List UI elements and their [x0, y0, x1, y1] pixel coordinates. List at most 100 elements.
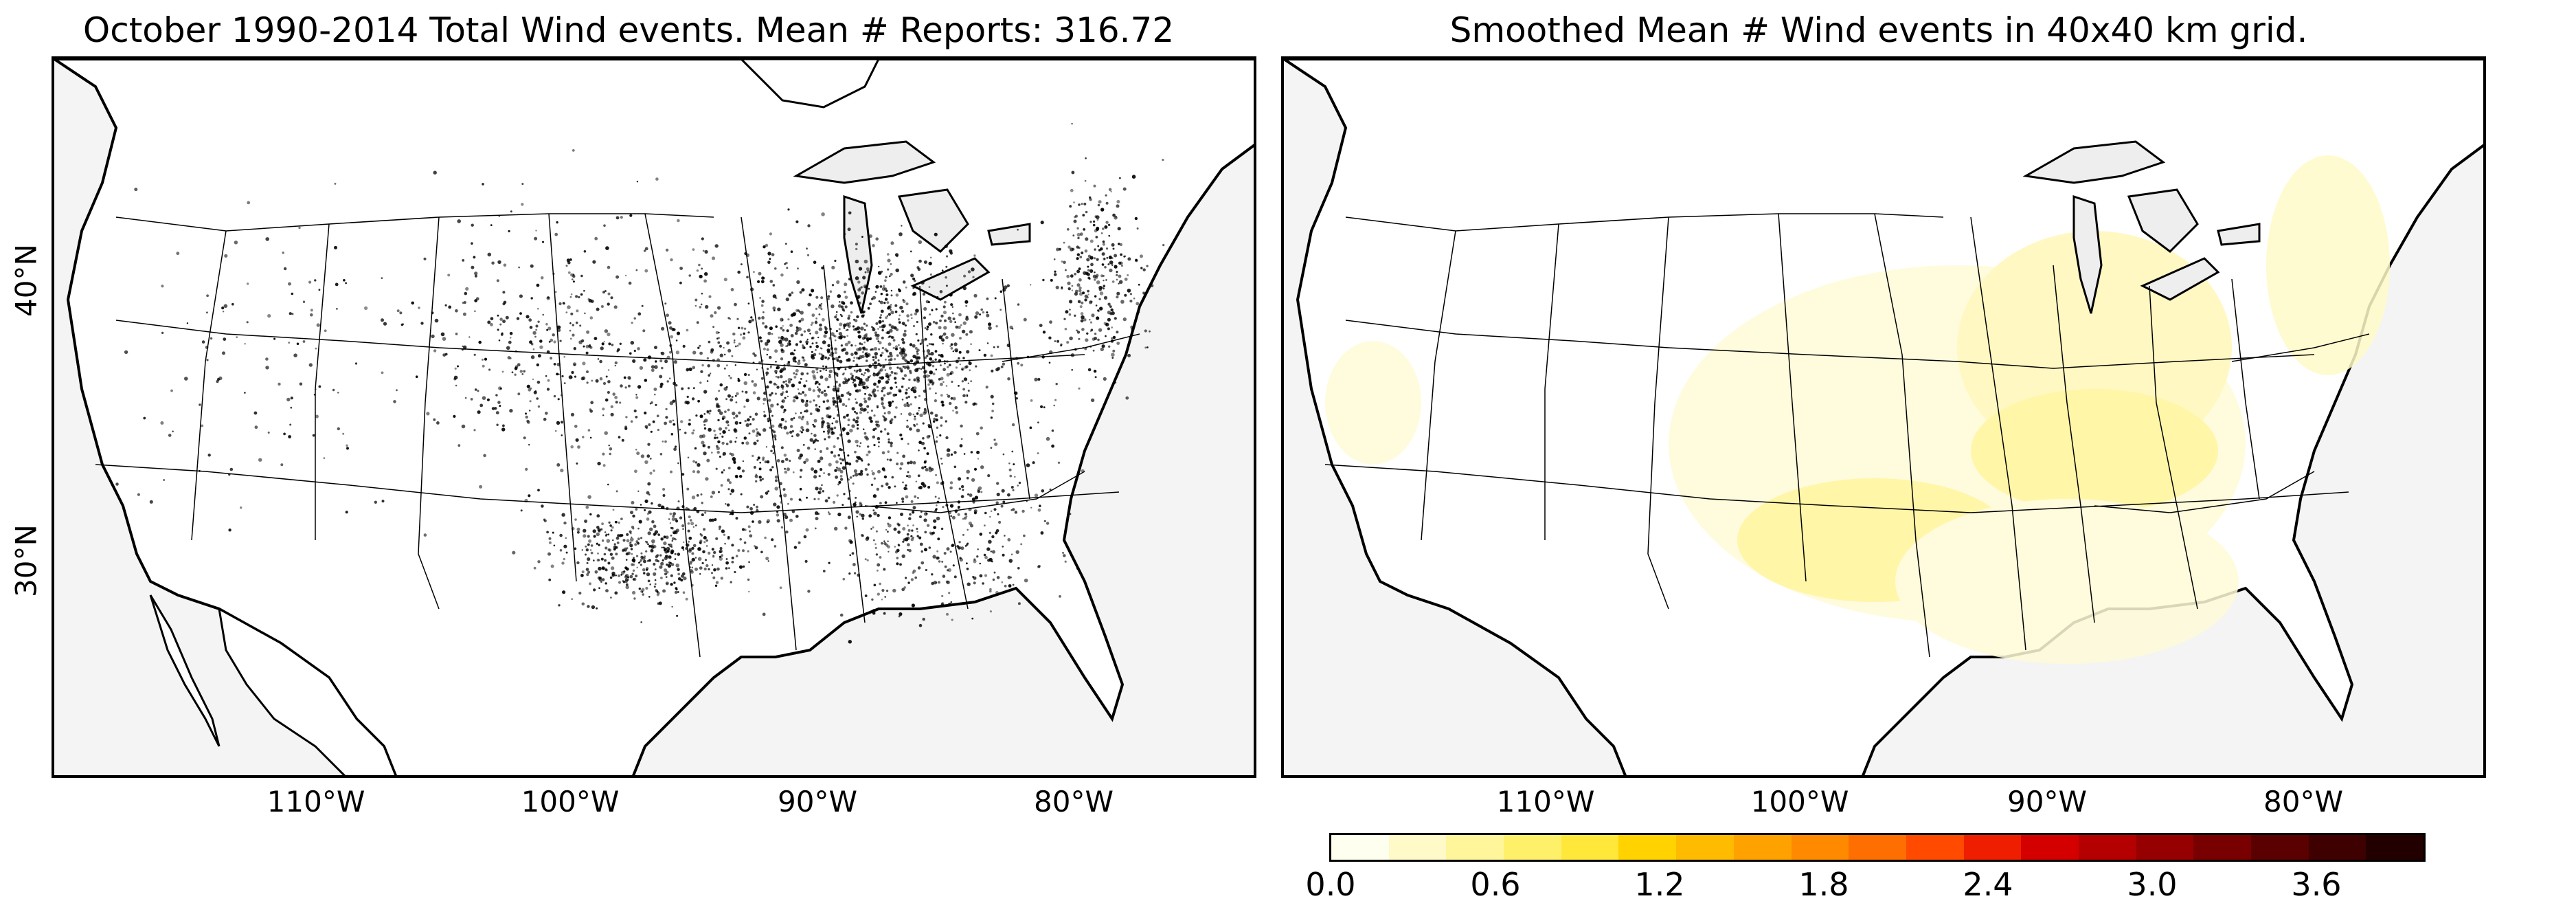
wind-report-dot [593, 588, 596, 592]
wind-report-dot [223, 304, 228, 309]
wind-report-dot [600, 346, 604, 350]
wind-report-dot [912, 344, 916, 348]
wind-report-dot [864, 594, 868, 597]
wind-report-dot [918, 449, 920, 452]
wind-report-dot [1096, 219, 1099, 221]
wind-report-dot [902, 280, 906, 284]
wind-report-dot [967, 382, 970, 384]
wind-report-dot [589, 410, 593, 413]
wind-report-dot [246, 321, 249, 324]
wind-report-dot [734, 302, 737, 306]
wind-report-dot [912, 291, 917, 296]
wind-report-dot [915, 359, 920, 364]
wind-report-dot [851, 365, 853, 368]
wind-report-dot [708, 427, 712, 432]
wind-report-dot [689, 566, 691, 568]
wind-report-dot [861, 314, 865, 318]
wind-report-dot [990, 354, 993, 357]
wind-report-dot [827, 359, 829, 361]
wind-report-dot [802, 443, 805, 446]
wind-report-dot [798, 359, 801, 362]
wind-report-dot [866, 324, 868, 327]
wind-report-dot [1008, 584, 1012, 588]
wind-report-dot [1064, 269, 1067, 271]
wind-report-dot [647, 355, 652, 359]
wind-report-dot [752, 391, 756, 394]
wind-report-dot [881, 386, 885, 390]
wind-report-dot [644, 460, 648, 465]
wind-report-dot [850, 372, 852, 375]
wind-report-dot [730, 581, 732, 583]
wind-report-dot [1090, 263, 1094, 267]
wind-report-dot [519, 312, 522, 315]
wind-report-dot [673, 381, 677, 386]
wind-report-dot [890, 325, 895, 329]
wind-report-dot [737, 379, 741, 382]
wind-report-dot [798, 456, 802, 460]
wind-report-dot [749, 534, 753, 538]
wind-report-dot [724, 410, 727, 413]
wind-report-dot [934, 358, 937, 361]
wind-report-dot [708, 295, 712, 298]
wind-report-dot [704, 511, 707, 514]
wind-report-dot [836, 318, 839, 322]
wind-report-dot [589, 582, 591, 586]
wind-report-dot [633, 557, 635, 559]
wind-report-dot [723, 278, 727, 282]
wind-report-dot [656, 554, 659, 557]
wind-report-dot [600, 305, 604, 308]
wind-report-dot [572, 149, 575, 152]
wind-report-dot [775, 372, 778, 375]
wind-report-dot [923, 316, 926, 320]
wind-report-dot [223, 337, 227, 341]
wind-report-dot [837, 387, 840, 390]
wind-report-dot [723, 387, 727, 391]
wind-report-dot [734, 570, 736, 574]
wind-report-dot [703, 567, 707, 571]
wind-report-dot [844, 368, 847, 370]
wind-report-dot [871, 326, 873, 328]
wind-report-dot [717, 341, 721, 344]
wind-report-dot [1081, 203, 1083, 205]
wind-report-dot [858, 389, 861, 392]
wind-report-dot [965, 304, 968, 307]
wind-report-dot [569, 337, 572, 340]
wind-report-dot [1116, 342, 1120, 345]
wind-report-dot [766, 374, 768, 377]
wind-report-dot [915, 480, 918, 482]
wind-report-dot [927, 486, 931, 489]
wind-report-dot [841, 315, 843, 317]
wind-report-dot [1118, 280, 1123, 285]
wind-report-dot [780, 375, 783, 379]
wind-report-dot [879, 502, 882, 505]
wind-report-dot [763, 392, 765, 394]
wind-report-dot [396, 309, 400, 313]
wind-report-dot [207, 454, 211, 457]
wind-report-dot [583, 528, 587, 533]
wind-report-dot [854, 450, 857, 454]
wind-report-dot [1024, 578, 1028, 583]
wind-report-dot [741, 441, 745, 445]
wind-report-dot [1083, 202, 1087, 205]
wind-report-dot [837, 483, 840, 486]
wind-report-dot [784, 263, 787, 265]
wind-report-dot [855, 389, 859, 393]
wind-report-dot [1078, 286, 1082, 290]
wind-report-dot [1112, 247, 1115, 250]
wind-report-dot [895, 372, 898, 375]
wind-report-dot [945, 420, 948, 423]
wind-report-dot [1140, 267, 1143, 269]
wind-report-dot [813, 442, 815, 444]
wind-report-dot [710, 348, 714, 352]
wind-report-dot [1098, 200, 1102, 204]
wind-report-dot [887, 253, 890, 256]
wind-report-dot [931, 365, 935, 368]
wind-report-dot [715, 467, 718, 470]
wind-report-dot [884, 358, 887, 361]
wind-report-dot [705, 477, 709, 481]
wind-report-dot [733, 341, 736, 344]
wind-report-dot [827, 344, 831, 348]
wind-report-dot [1146, 346, 1149, 348]
wind-report-dot [653, 572, 657, 577]
wind-report-dot [998, 520, 1002, 524]
